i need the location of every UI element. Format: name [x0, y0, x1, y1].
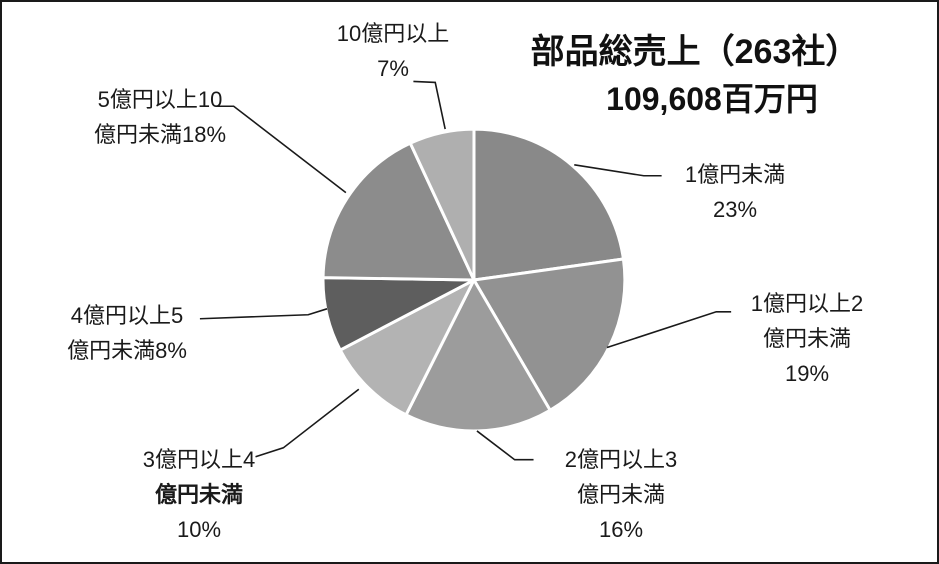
- leader-line-under1: [574, 164, 662, 177]
- slice-label-1-2oku: 1億円以上2 億円未満 19%: [751, 286, 863, 391]
- slice-label-2-3oku: 2億円以上3 億円未満 16%: [565, 442, 677, 547]
- pie-slice-2: [404, 278, 552, 433]
- chart-subtitle-total: 109,608百万円: [606, 81, 818, 117]
- slice-label-text: 億円未満: [576, 482, 666, 507]
- slice-label-text: 4億円以上5: [70, 303, 184, 328]
- slice-label-text: 億円未満: [762, 326, 852, 351]
- slice-label-text: 億円未満: [154, 482, 244, 507]
- leader-line-2to3: [476, 430, 534, 461]
- pie-slice-6: [408, 127, 476, 282]
- slice-label-pct: 7%: [377, 56, 409, 81]
- leader-line-1to2: [606, 310, 732, 349]
- slice-label-over-10oku: 10億円以上 7%: [337, 16, 449, 86]
- leader-line-3to4: [255, 388, 360, 458]
- chart-title: 部品総売上（263社）: [530, 33, 860, 71]
- slice-label-text: 10億円以上: [336, 21, 450, 46]
- pie-slice-3: [338, 278, 476, 417]
- leader-lines: [199, 80, 732, 461]
- slice-label-pct: 19%: [784, 361, 830, 386]
- slice-label-text: 1億円未満: [684, 162, 786, 187]
- leader-line-5to10: [215, 105, 347, 194]
- slice-label-text: 5億円以上10: [97, 87, 223, 112]
- leader-line-over10: [413, 80, 446, 130]
- slice-label-pct: 16%: [598, 517, 644, 542]
- slice-label-pct: 億円未満18%: [93, 122, 227, 147]
- slice-label-text: 1億円以上2: [750, 291, 864, 316]
- slice-label-under-1oku: 1億円未満 23%: [685, 157, 785, 227]
- pie-chart: [321, 127, 627, 433]
- slice-label-pct: 億円未満8%: [67, 338, 187, 363]
- leader-line-4to5: [199, 308, 328, 320]
- slice-label-pct: 23%: [712, 197, 758, 222]
- pie-slice-1: [472, 257, 627, 412]
- slice-label-5-10oku: 5億円以上10 億円未満18%: [94, 82, 226, 152]
- slice-label-text: 3億円以上4: [142, 447, 256, 472]
- pie-slice-0: [472, 127, 625, 282]
- pie-slice-5: [321, 141, 476, 282]
- slice-label-pct: 10%: [176, 517, 222, 542]
- slice-label-text: 2億円以上3: [564, 447, 678, 472]
- slice-label-4-5oku: 4億円以上5 億円未満8%: [67, 298, 187, 368]
- slice-label-3-4oku: 3億円以上4 億円未満 10%: [143, 442, 255, 547]
